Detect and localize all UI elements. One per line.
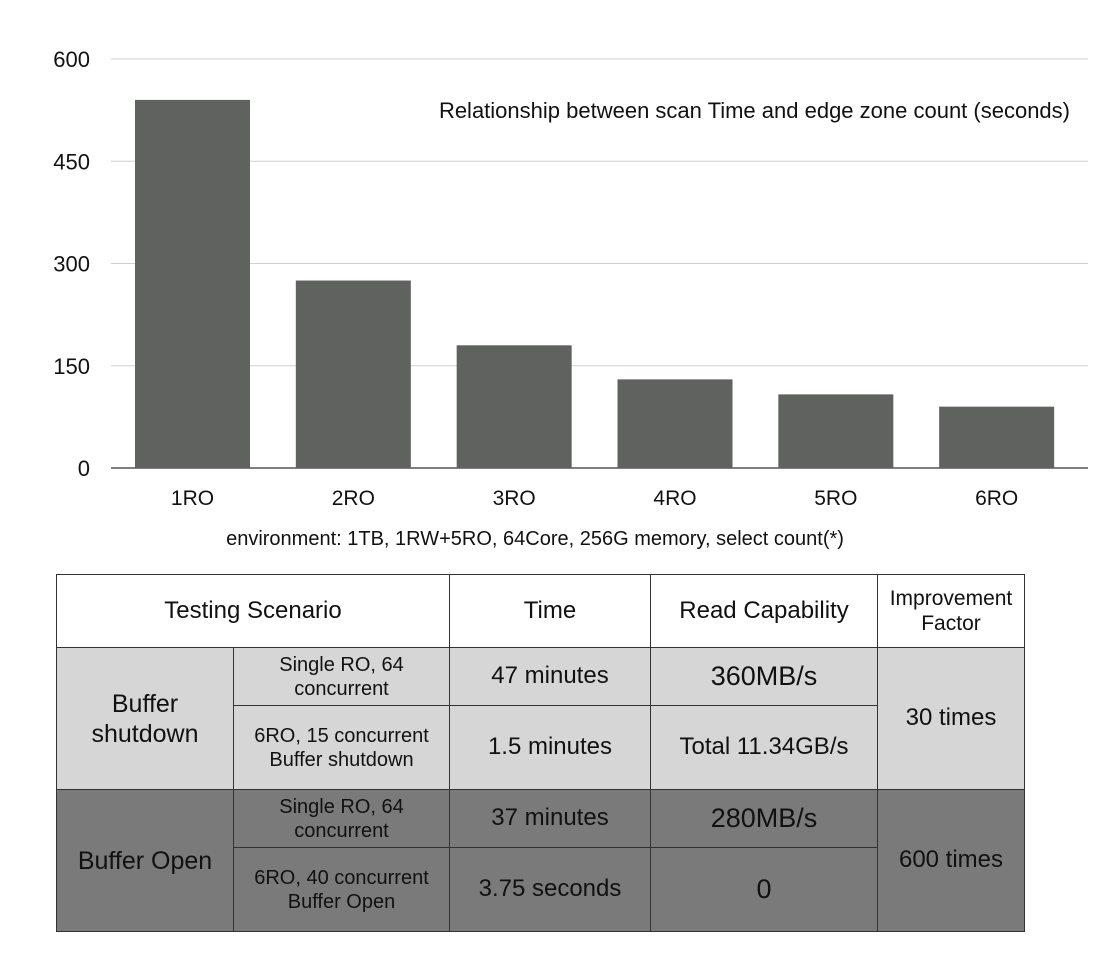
grid-lines	[111, 58, 1088, 469]
scenario-cell: Single RO, 64 concurrent	[233, 647, 450, 706]
scenario-cell: 6RO, 15 concurrent Buffer shutdown	[233, 705, 450, 790]
bars	[135, 99, 1055, 469]
read-cell: 360MB/s	[650, 647, 878, 706]
bar-4ro	[617, 379, 733, 468]
group-label: Buffer shutdown	[56, 647, 234, 790]
bar-5ro	[778, 394, 894, 468]
chart-title: Relationship between scan Time and edge …	[439, 98, 1070, 123]
y-axis-labels: 0 150 300 450 600	[53, 47, 90, 481]
x-tick-label: 4RO	[653, 487, 696, 510]
header-time: Time	[449, 574, 651, 648]
y-tick-label: 150	[53, 354, 90, 379]
time-cell: 1.5 minutes	[449, 705, 651, 790]
factor-cell: 30 times	[877, 647, 1025, 790]
time-cell: 47 minutes	[449, 647, 651, 706]
time-cell: 37 minutes	[449, 789, 651, 848]
header-read-capability: Read Capability	[650, 574, 878, 648]
header-improvement-factor: Improvement Factor	[877, 574, 1025, 648]
table-row: 6RO, 40 concurrent Buffer Open 3.75 seco…	[57, 847, 1025, 932]
table-row: Buffer Open Single RO, 64 concurrent 37 …	[56, 789, 1025, 932]
y-tick-label: 600	[53, 47, 90, 72]
read-cell: Total 11.34GB/s	[650, 705, 878, 790]
scan-time-bar-chart: 0 150 300 450 600 1RO 2RO 3RO 4RO 5RO 6RO Relatio…	[53, 47, 1088, 510]
x-tick-label: 5RO	[814, 487, 857, 510]
x-tick-label: 1RO	[171, 487, 214, 510]
bar-3ro	[456, 345, 572, 468]
environment-caption: environment: 1TB, 1RW+5RO, 64Core, 256G …	[226, 528, 844, 550]
y-tick-label: 300	[53, 252, 90, 277]
x-tick-label: 3RO	[493, 487, 536, 510]
bar-6ro	[939, 406, 1055, 468]
read-cell: 280MB/s	[650, 789, 878, 848]
x-tick-label: 6RO	[975, 487, 1018, 510]
y-tick-label: 450	[53, 149, 90, 174]
factor-cell: 600 times	[877, 789, 1025, 932]
table-row: 6RO, 15 concurrent Buffer shutdown 1.5 m…	[57, 705, 1025, 790]
bar-2ro	[295, 280, 411, 468]
table-row: Buffer shutdown Single RO, 64 concurrent…	[56, 647, 1025, 790]
scenario-cell: 6RO, 40 concurrent Buffer Open	[233, 847, 450, 932]
results-table: Testing Scenario Time Read Capability Im…	[56, 574, 1025, 932]
time-cell: 3.75 seconds	[449, 847, 651, 932]
bar-1ro	[135, 99, 250, 469]
scenario-cell: Single RO, 64 concurrent	[233, 789, 450, 848]
x-axis-labels: 1RO 2RO 3RO 4RO 5RO 6RO	[171, 487, 1018, 510]
read-cell: 0	[650, 847, 878, 932]
group-label: Buffer Open	[56, 789, 234, 932]
x-tick-label: 2RO	[332, 487, 375, 510]
y-tick-label: 0	[78, 456, 90, 481]
header-testing-scenario: Testing Scenario	[56, 574, 450, 648]
